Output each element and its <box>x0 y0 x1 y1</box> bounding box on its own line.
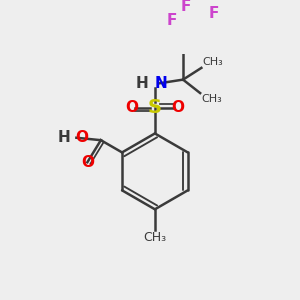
Text: O: O <box>172 100 184 115</box>
Text: F: F <box>209 6 219 21</box>
Text: O: O <box>125 100 138 115</box>
Text: CH₃: CH₃ <box>202 57 224 67</box>
Text: N: N <box>155 76 168 91</box>
Text: H: H <box>58 130 70 145</box>
Text: CH₃: CH₃ <box>143 231 167 244</box>
Text: O: O <box>81 155 94 170</box>
Text: F: F <box>180 0 191 14</box>
Text: H: H <box>136 76 149 91</box>
Text: S: S <box>148 98 162 117</box>
Text: F: F <box>167 14 177 28</box>
Text: O: O <box>75 130 88 145</box>
Text: CH₃: CH₃ <box>201 94 222 104</box>
